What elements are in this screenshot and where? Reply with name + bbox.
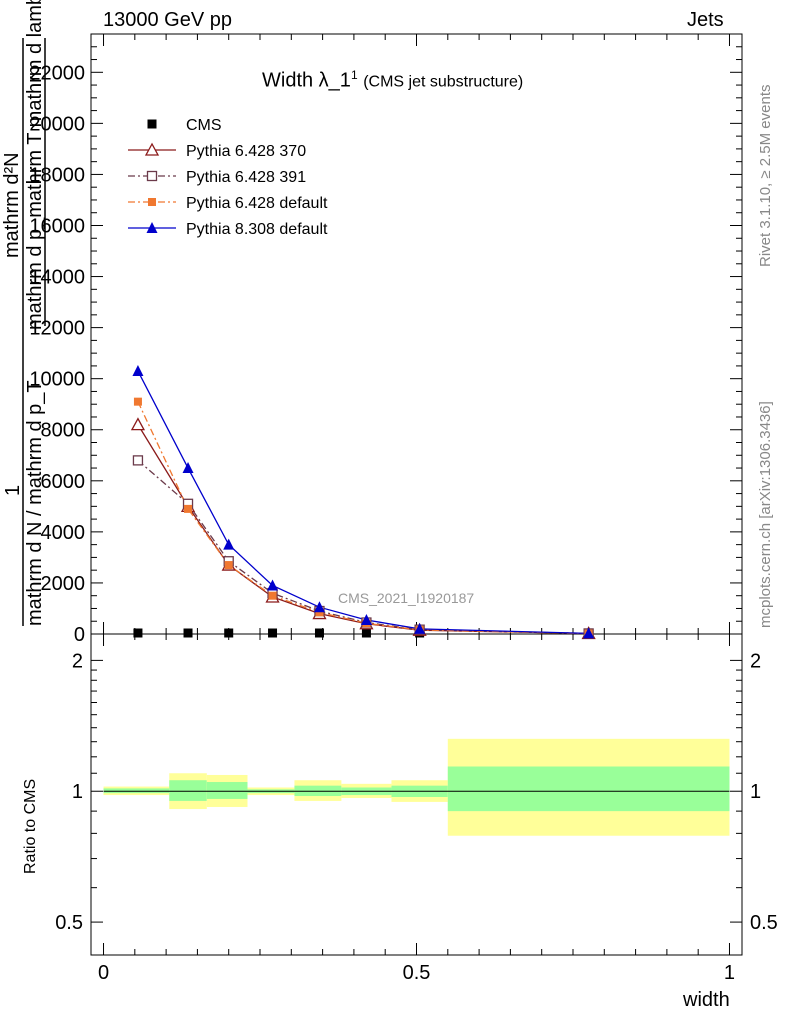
- ratio-stat-band: [169, 780, 207, 801]
- main-ytick-label: 18000: [29, 164, 85, 186]
- main-ytick-label: 16000: [29, 215, 85, 237]
- legend-marker: [146, 222, 158, 233]
- ratio-stat-band: [206, 782, 248, 799]
- main-ytick-label: 0: [74, 624, 85, 646]
- legend-marker: [147, 119, 157, 129]
- data-point: [224, 628, 234, 638]
- data-point: [132, 455, 144, 466]
- header-right: Jets: [687, 9, 724, 31]
- main-ytick-label: 14000: [29, 267, 85, 289]
- ratio-ytick-label-right: 2: [750, 650, 761, 672]
- header-left: 13000 GeV pp: [103, 9, 232, 31]
- ratio-ytick-label: 1: [72, 781, 83, 803]
- legend-marker: [146, 170, 158, 182]
- data-point: [182, 462, 194, 474]
- data-point: [583, 627, 595, 639]
- legend-label: Pythia 6.428 391: [186, 169, 306, 186]
- series-line-2: [137, 459, 589, 635]
- ratio-xtick-label: 1: [724, 962, 735, 984]
- ratio-ytick-label-right: 0.5: [750, 912, 778, 934]
- chart-title-main: Width λ_1: [262, 69, 351, 92]
- legend-marker: [144, 142, 160, 156]
- ratio-ylabel: Ratio to CMS: [22, 778, 39, 874]
- main-ytick-label: 12000: [29, 318, 85, 340]
- chart-title: Width λ_11 (CMS jet substructure): [262, 68, 523, 93]
- data-point: [133, 628, 143, 638]
- data-point: [314, 628, 324, 638]
- watermark: CMS_2021_I1920187: [338, 590, 475, 606]
- ratio-xtick-label: 0.5: [403, 962, 431, 984]
- data-point: [184, 504, 193, 513]
- data-point: [267, 579, 279, 591]
- data-point: [133, 397, 142, 406]
- data-point: [315, 608, 324, 617]
- main-ytick-label: 2000: [41, 573, 86, 595]
- ratio-ytick-label-right: 1: [750, 781, 761, 803]
- ylabel-frac: mathrm d N / mathrm d p_T: [24, 380, 46, 626]
- data-point: [361, 628, 371, 638]
- chart-title-sup: 1: [350, 68, 358, 82]
- main-ytick-label: 4000: [41, 522, 86, 544]
- ratio-stat-band: [447, 766, 730, 812]
- ylabel-one: 1: [2, 484, 24, 496]
- data-point: [183, 628, 193, 638]
- legend-label: Pythia 8.308 default: [186, 221, 328, 238]
- xlabel: width: [683, 989, 730, 1011]
- main-ytick-label: 22000: [29, 62, 85, 84]
- main-ytick-label: 20000: [29, 113, 85, 135]
- main-ytick-label: 8000: [41, 420, 86, 442]
- data-point: [268, 628, 278, 638]
- ratio-ytick-label: 0.5: [55, 912, 83, 934]
- legend-label: Pythia 6.428 370: [186, 143, 306, 160]
- ratio-ytick-label: 2: [72, 650, 83, 672]
- legend-label: CMS: [186, 117, 222, 134]
- main-ytick-label: 10000: [29, 369, 85, 391]
- mcplots-label: mcplots.cern.ch [arXiv:1306.3436]: [757, 401, 774, 628]
- data-point: [360, 613, 372, 625]
- series-line-3: [137, 401, 589, 635]
- data-point: [224, 561, 233, 570]
- data-point: [313, 601, 325, 613]
- rivet-label: Rivet 3.1.10, ≥ 2.5M events: [757, 84, 774, 268]
- data-point: [268, 591, 277, 600]
- legend-marker: [148, 198, 156, 206]
- series-line-4: [137, 370, 589, 635]
- data-point: [132, 365, 144, 377]
- legend-label: Pythia 6.428 default: [186, 195, 328, 212]
- ylabel-denominator: mathrm d p_mathrm T mathrm d lambda: [24, 0, 46, 330]
- ratio-xtick-label: 0: [98, 962, 109, 984]
- main-ytick-label: 6000: [41, 471, 86, 493]
- data-point: [223, 538, 235, 550]
- ylabel-numerator: mathrm d²N: [1, 152, 23, 258]
- data-point: [414, 622, 426, 634]
- chart-title-sub: (CMS jet substructure): [363, 73, 524, 91]
- data-point: [130, 417, 146, 431]
